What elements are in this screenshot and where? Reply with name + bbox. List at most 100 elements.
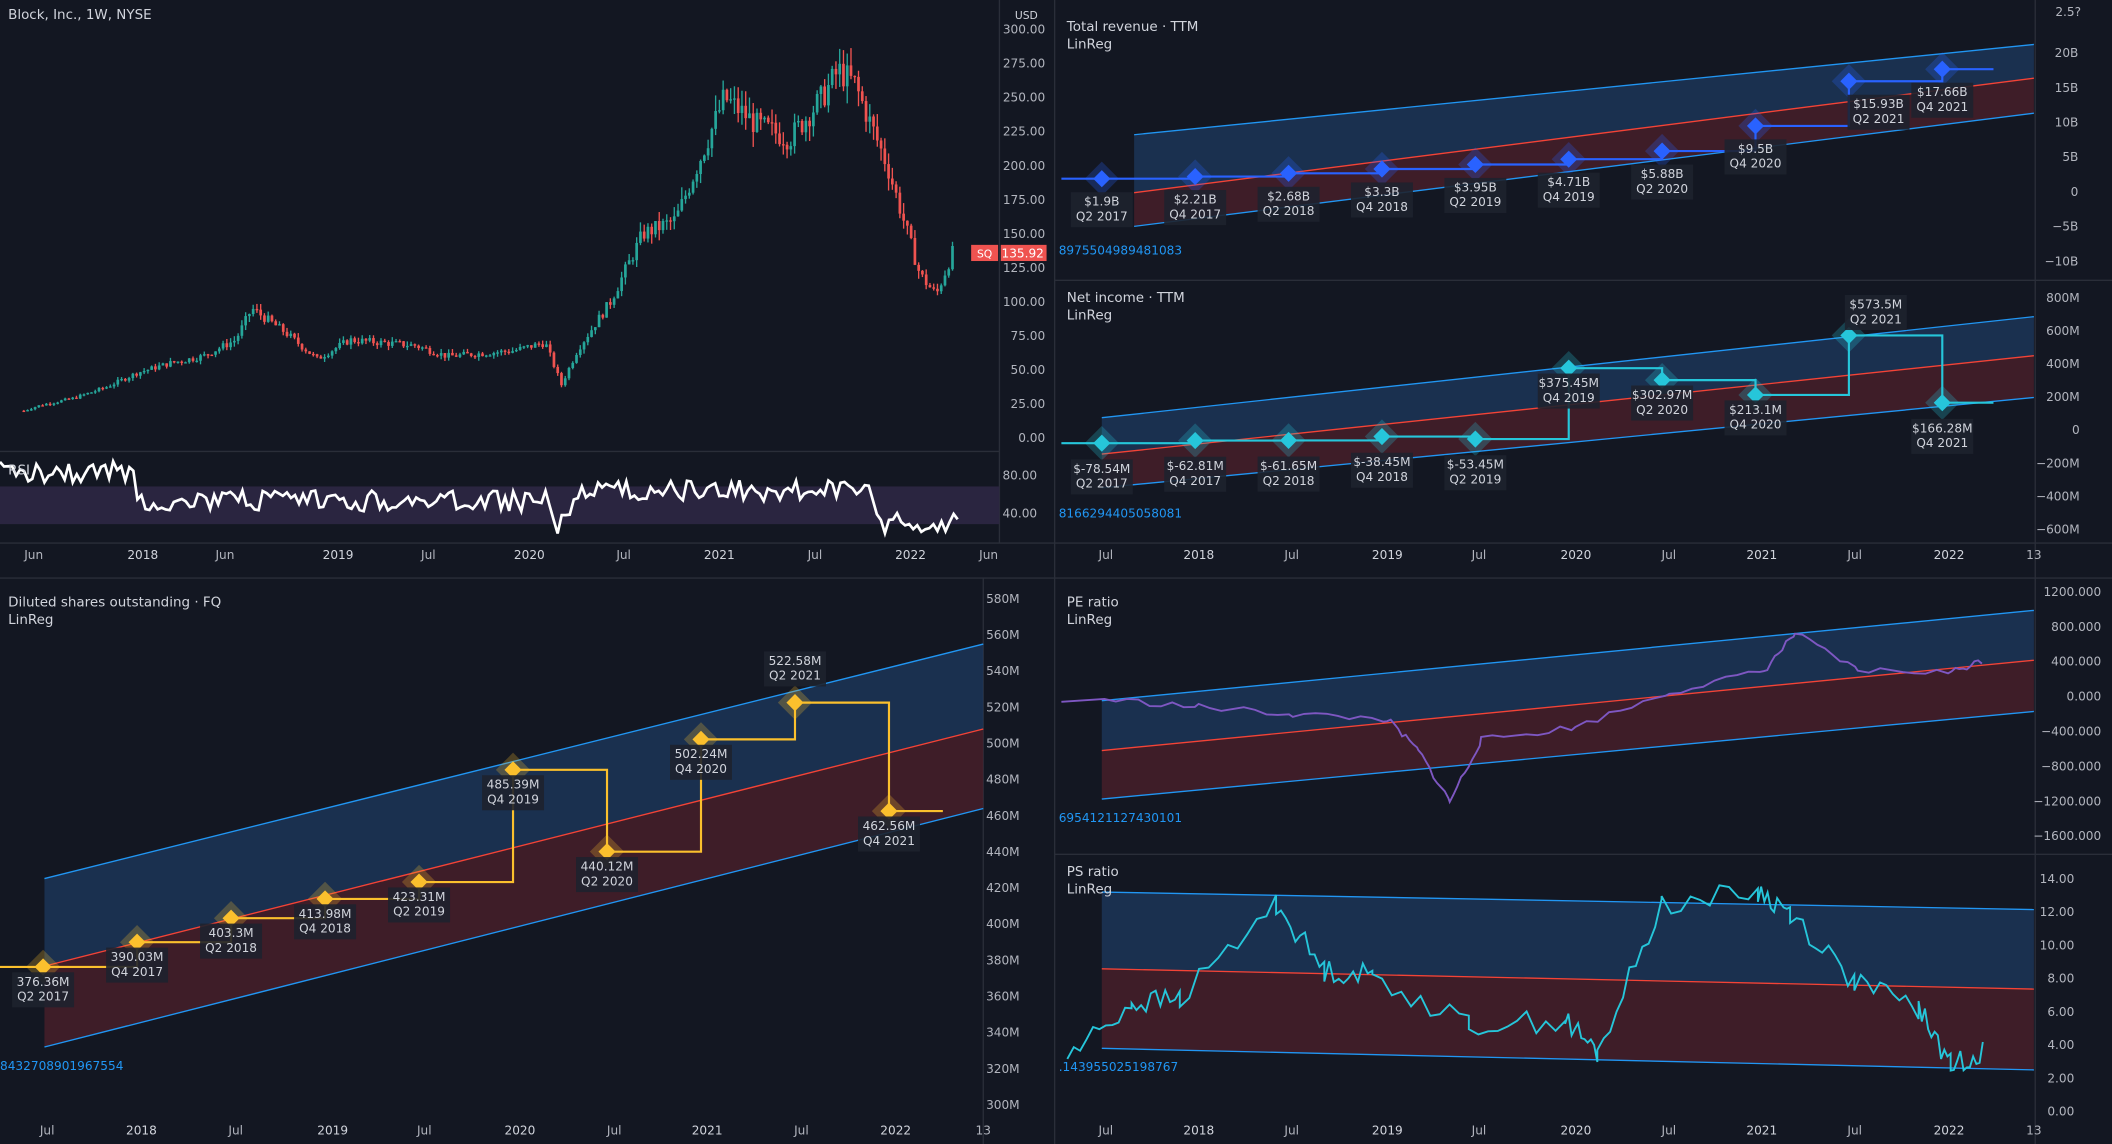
- candle-body: [120, 378, 123, 381]
- top-x-tick: 2022: [1934, 548, 1965, 562]
- candle-body: [827, 85, 830, 106]
- candle-body: [108, 386, 112, 388]
- shares-y-tick: 500M: [986, 736, 1020, 750]
- revenue-period-label: Q2 2020: [1636, 182, 1688, 196]
- candle-body: [360, 338, 364, 344]
- net-income-period-label: Q4 2019: [1543, 391, 1595, 405]
- price-y-tick: 0.00: [1018, 431, 1045, 445]
- revenue-y-tick: 15B: [2055, 81, 2079, 95]
- candle-body: [687, 192, 691, 196]
- candle-body: [868, 116, 872, 122]
- candle-body: [567, 368, 571, 379]
- candle-body: [721, 89, 725, 111]
- candle-body: [462, 351, 466, 355]
- bottom-x-tick: 13: [2026, 1124, 2041, 1138]
- candle-body: [815, 93, 819, 113]
- symbol-tag-text: SQ: [977, 248, 992, 261]
- ps-y-tick: 8.00: [2047, 972, 2074, 986]
- candle-body: [718, 110, 721, 112]
- candle-body: [578, 349, 582, 355]
- revenue-label-box: [1911, 82, 1974, 118]
- pe-y-tick: −800.000: [2041, 759, 2101, 773]
- price-pane-title: Block, Inc., 1W, NYSE: [8, 8, 152, 23]
- candle-body: [154, 366, 157, 370]
- candle-body: [488, 355, 492, 357]
- candle-body: [473, 355, 477, 358]
- shares-x-tick: Jul: [606, 1124, 622, 1138]
- net-income-value-label: $166.28M: [1912, 421, 1973, 435]
- price-y-tick: 200.00: [1003, 159, 1045, 173]
- candle-body: [180, 361, 184, 363]
- price-x-tick: 2018: [127, 548, 158, 562]
- candle-body: [898, 192, 902, 214]
- candle-body: [624, 264, 627, 278]
- revenue-y-tick: 5B: [2062, 150, 2078, 164]
- pe-y-tick: 1200.000: [2043, 585, 2101, 599]
- shares-label-box: [106, 947, 169, 983]
- net-income-value-label: $-53.45M: [1447, 458, 1504, 472]
- candle-body: [278, 324, 281, 326]
- shares-period-label: Q4 2020: [675, 762, 727, 776]
- candle-body: [300, 343, 304, 350]
- ps-y-tick: 0.00: [2047, 1105, 2074, 1119]
- candle-body: [29, 409, 33, 411]
- candle-body: [345, 340, 349, 345]
- candle-body: [75, 397, 78, 399]
- candle-body: [225, 343, 229, 348]
- shares-step-line: [0, 701, 943, 968]
- shares-channel-lower-line: [44, 807, 984, 1048]
- candle-body: [142, 371, 146, 373]
- shares-y-tick: 320M: [986, 1062, 1020, 1076]
- candle-body: [311, 353, 315, 356]
- candle-body: [116, 379, 120, 385]
- candle-body: [454, 355, 458, 357]
- candle-body: [676, 210, 680, 217]
- top-x-tick: 2018: [1183, 548, 1214, 562]
- candle-body: [691, 181, 695, 193]
- revenue-value-label: $3.3B: [1364, 185, 1399, 199]
- shares-period-label: Q2 2018: [205, 941, 257, 955]
- candle-body: [740, 105, 744, 114]
- revenue-channel-upper-line: [1134, 43, 2034, 136]
- rsi-y-tick: 80.00: [1002, 469, 1037, 483]
- candle-body: [748, 113, 751, 119]
- candle-body: [834, 68, 838, 75]
- candle-body: [894, 184, 898, 193]
- price-x-tick: Jul: [615, 548, 631, 562]
- candle-body: [63, 398, 67, 401]
- pe-line: [1061, 632, 1983, 805]
- candle-body: [383, 340, 387, 343]
- shares-pane-title: Diluted shares outstanding · FQ: [8, 595, 222, 611]
- bottom-x-tick: 2018: [1183, 1124, 1214, 1138]
- shares-x-tick: Jul: [793, 1124, 809, 1138]
- candle-body: [590, 330, 593, 337]
- candle-body: [82, 394, 86, 396]
- candle-body: [424, 347, 428, 349]
- candle-body: [770, 122, 774, 124]
- candle-body: [541, 344, 545, 347]
- pe-reg-value: 6954121127430101: [1058, 812, 1183, 826]
- candle-body: [830, 68, 834, 86]
- candle-body: [195, 360, 199, 363]
- shares-value-label: 502.24M: [675, 747, 728, 761]
- candle-body: [210, 354, 214, 357]
- shares-value-label: 376.36M: [17, 975, 70, 989]
- price-y-tick: 50.00: [1011, 363, 1046, 377]
- price-y-tick: 175.00: [1003, 193, 1045, 207]
- rsi-label: RSI: [8, 463, 30, 479]
- candle-body: [733, 98, 736, 100]
- candle-body: [281, 324, 285, 332]
- candle-body: [451, 352, 454, 356]
- shares-y-tick: 420M: [986, 881, 1020, 895]
- net-income-pane-subtitle: LinReg: [1066, 308, 1113, 324]
- net-income-value-label: $-38.45M: [1353, 455, 1410, 469]
- candle-body: [37, 405, 41, 408]
- candle-body: [669, 220, 672, 222]
- candle-body: [778, 133, 781, 145]
- shares-value-label: 413.98M: [299, 907, 352, 921]
- candle-body: [860, 91, 864, 102]
- candle-body: [469, 353, 473, 356]
- candle-body: [52, 403, 56, 405]
- candle-body: [928, 285, 932, 288]
- top-x-tick: 2020: [1561, 548, 1592, 562]
